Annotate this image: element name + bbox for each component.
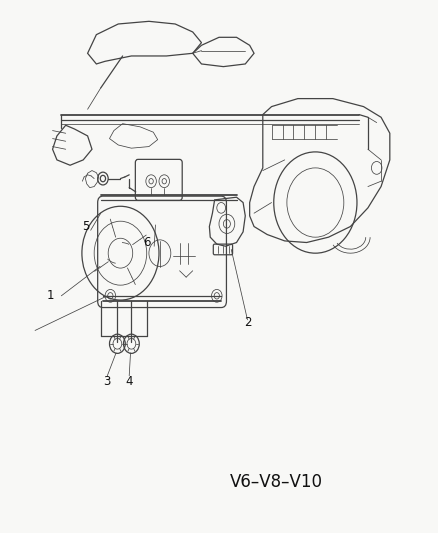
Text: 2: 2 [244,316,251,329]
Text: 1: 1 [46,289,54,302]
Text: 5: 5 [82,220,89,233]
Text: 3: 3 [104,375,111,387]
Text: V6–V8–V10: V6–V8–V10 [230,473,322,491]
Text: 6: 6 [143,236,151,249]
Text: 4: 4 [125,375,133,387]
